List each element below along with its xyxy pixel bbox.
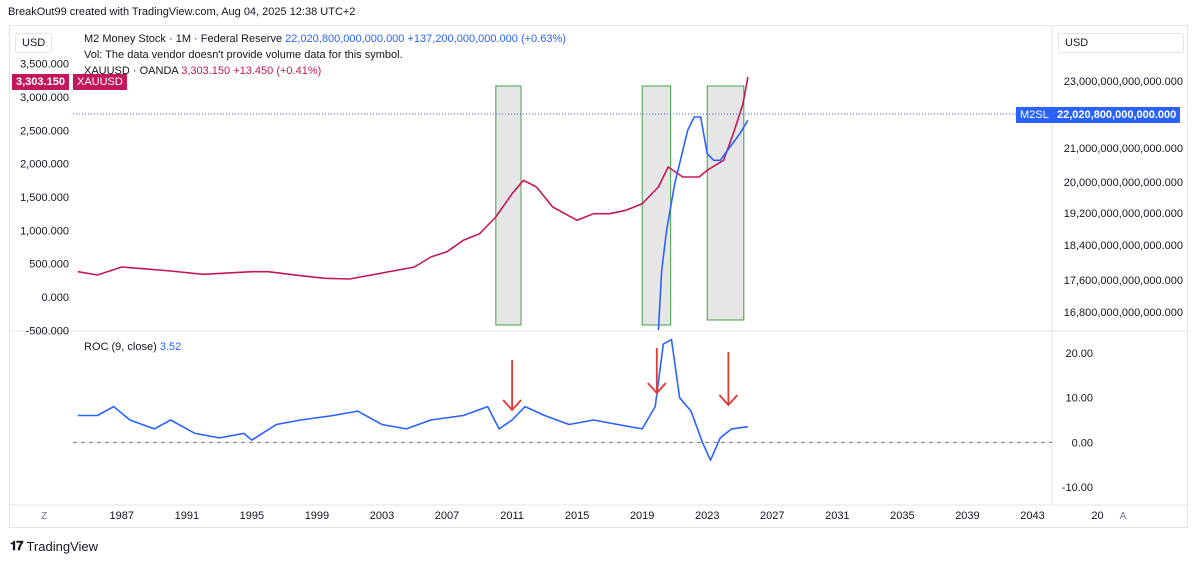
right-axis-tick-label: 21,000,000,000,000.000 bbox=[1064, 143, 1183, 155]
roc-legend[interactable]: ROC (9, close) 3.52 bbox=[84, 341, 181, 353]
m2-legend[interactable]: M2 Money Stock · 1M · Federal Reserve 22… bbox=[84, 33, 566, 45]
footer-brand: 𝟏𝟕 TradingView bbox=[10, 538, 98, 554]
left-axis-tick-label: 2,500.000 bbox=[20, 125, 69, 137]
left-axis-tick-label: 500.000 bbox=[29, 259, 69, 271]
x-axis-tick-label: 1987 bbox=[110, 510, 134, 522]
x-axis-tick-label: 1991 bbox=[175, 510, 199, 522]
x-axis-tick-label: 1995 bbox=[240, 510, 264, 522]
m2-legend-title: M2 Money Stock · 1M · Federal Reserve bbox=[84, 33, 283, 45]
z-button[interactable]: Z bbox=[40, 511, 48, 522]
roc-series-line bbox=[77, 338, 749, 462]
m2-symbol-badge: M2SL bbox=[1016, 107, 1053, 123]
x-axis-tick-label: 2023 bbox=[695, 510, 719, 522]
x-axis-tick-label: 2003 bbox=[370, 510, 394, 522]
x-axis-tick-label: 2019 bbox=[630, 510, 654, 522]
xau-legend-change: +13.450 (+0.41%) bbox=[233, 65, 322, 77]
roc-axis-tick-label: -10.00 bbox=[1062, 482, 1093, 494]
tradingview-logo-icon: 𝟏𝟕 bbox=[10, 538, 24, 553]
red-arrow-head bbox=[718, 394, 739, 407]
volume-note: Vol: The data vendor doesn't provide vol… bbox=[84, 49, 403, 61]
left-axis-tick-label: -500.000 bbox=[26, 325, 69, 337]
x-axis-tick-label: 2035 bbox=[890, 510, 914, 522]
right-axis-tick-label: 16,800,000,000,000.000 bbox=[1064, 307, 1183, 319]
m2-price-badge: 22,020,800,000,000.000 bbox=[1053, 107, 1181, 123]
xau-price-badge: 3,303.150 bbox=[12, 74, 69, 90]
x-axis-tick-label: 1999 bbox=[305, 510, 329, 522]
m2-legend-change: +137,200,000,000.000 (+0.63%) bbox=[407, 33, 566, 45]
roc-legend-value: 3.52 bbox=[159, 341, 182, 353]
x-axis-tick-label: 2031 bbox=[825, 510, 849, 522]
x-axis-tick-label: 2043 bbox=[1020, 510, 1044, 522]
chart-attribution: BreakOut99 created with TradingView.com,… bbox=[8, 6, 356, 18]
left-axis-tick-label: 0.000 bbox=[41, 292, 69, 304]
roc-axis-tick-label: 0.00 bbox=[1072, 437, 1093, 449]
right-axis-tick-label: 18,400,000,000,000.000 bbox=[1064, 240, 1183, 252]
right-axis-tick-label: 20,000,000,000,000.000 bbox=[1064, 177, 1183, 189]
left-axis-tick-label: 1,500.000 bbox=[20, 192, 69, 204]
x-axis-tick-label: 2039 bbox=[955, 510, 979, 522]
right-axis-tick-label: 23,000,000,000,000.000 bbox=[1064, 76, 1183, 88]
xau-legend-value: 3,303.150 bbox=[181, 65, 231, 77]
left-axis-tick-label: 1,000.000 bbox=[20, 225, 69, 237]
x-axis-tick-label: 2027 bbox=[760, 510, 784, 522]
left-axis-tick-label: 3,000.000 bbox=[20, 92, 69, 104]
red-arrow-head bbox=[502, 399, 522, 412]
xau-symbol-badge: XAUUSD bbox=[73, 74, 127, 90]
red-arrow-head bbox=[647, 382, 667, 395]
left-axis-tick-label: 3,500.000 bbox=[20, 59, 69, 71]
roc-legend-label: ROC (9, close) bbox=[84, 341, 157, 353]
m2sl-series-line bbox=[657, 116, 749, 330]
highlight-box bbox=[495, 85, 522, 326]
highlight-box bbox=[706, 85, 745, 321]
x-axis-tick-label: 2007 bbox=[435, 510, 459, 522]
currency-left-button[interactable]: USD bbox=[15, 33, 53, 53]
chart-frame bbox=[9, 25, 1188, 528]
right-axis-tick-label: 17,600,000,000,000.000 bbox=[1064, 275, 1183, 287]
xauusd-series-line bbox=[77, 76, 749, 280]
x-axis-tick-label: 2011 bbox=[500, 510, 524, 522]
highlight-box bbox=[641, 85, 672, 326]
m2-legend-value: 22,020,800,000,000.000 bbox=[285, 33, 405, 45]
a-button[interactable]: A bbox=[1119, 511, 1127, 522]
right-axis-tick-label: 19,200,000,000,000.000 bbox=[1064, 208, 1183, 220]
currency-right-button[interactable]: USD bbox=[1058, 33, 1184, 53]
x-axis-tick-label: 2015 bbox=[565, 510, 589, 522]
left-axis-tick-label: 2,000.000 bbox=[20, 159, 69, 171]
x-axis-tick-label: 20 bbox=[1091, 510, 1103, 522]
roc-axis-tick-label: 10.00 bbox=[1065, 393, 1093, 405]
roc-axis-tick-label: 20.00 bbox=[1065, 348, 1093, 360]
footer-brand-label: TradingView bbox=[26, 538, 99, 554]
